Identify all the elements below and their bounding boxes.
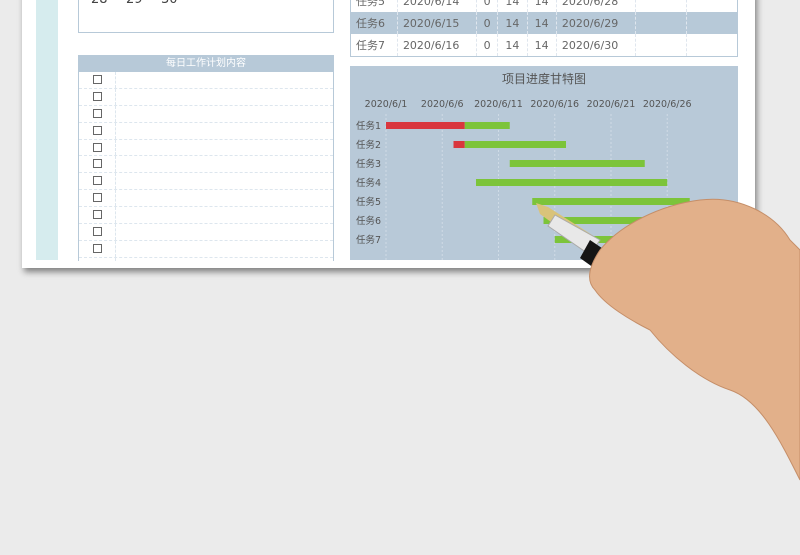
y-category-label: 任务4 <box>356 177 381 189</box>
plan-row <box>79 72 333 89</box>
divider <box>115 207 116 224</box>
x-tick-label: 2020/6/11 <box>474 99 523 110</box>
checkbox[interactable] <box>93 75 102 84</box>
bar-remaining <box>509 160 645 167</box>
divider <box>115 139 116 156</box>
bar-remaining <box>464 141 566 148</box>
hand-icon <box>589 198 800 481</box>
x-tick-label: 2020/6/16 <box>530 99 579 110</box>
calendar-day[interactable]: 29 <box>126 0 143 7</box>
y-category-label: 任务6 <box>356 215 381 227</box>
bar-completed <box>386 122 465 129</box>
checkbox[interactable] <box>93 159 102 169</box>
checkbox[interactable] <box>93 176 102 186</box>
plan-row <box>79 257 333 261</box>
calendar-day[interactable]: 30 <box>161 0 178 7</box>
table-cell[interactable]: 14 <box>497 0 528 12</box>
y-category-label: 任务3 <box>356 158 381 170</box>
table-cell[interactable]: 14 <box>497 12 528 34</box>
calendar-panel: 28 29 30 <box>78 0 334 33</box>
checkbox[interactable] <box>93 125 102 135</box>
table-cell[interactable]: 任务7 <box>350 34 398 57</box>
table-cell[interactable]: 0 <box>476 34 499 57</box>
table-cell[interactable]: 任务6 <box>350 12 398 34</box>
plan-row <box>79 122 333 140</box>
plan-row <box>79 224 333 241</box>
bar-remaining <box>476 179 668 186</box>
bar-completed <box>453 141 465 148</box>
divider <box>115 224 116 240</box>
plan-row <box>79 207 333 225</box>
bar-remaining <box>543 217 701 224</box>
side-strip <box>36 0 58 260</box>
x-tick-label: 2020/6/21 <box>587 99 636 110</box>
table-cell[interactable]: 2020/6/14 <box>397 0 478 12</box>
divider <box>115 190 116 207</box>
y-category-label: 任务5 <box>356 196 381 208</box>
table-cell[interactable]: 14 <box>527 0 557 12</box>
divider <box>115 257 116 261</box>
table-cell[interactable]: 任务5 <box>350 0 398 12</box>
table-cell[interactable]: 14 <box>527 34 557 57</box>
table-cell[interactable]: 0 <box>476 0 499 12</box>
plan-row <box>79 156 333 174</box>
plan-row <box>79 88 333 106</box>
checkbox[interactable] <box>93 227 102 237</box>
plan-row <box>79 105 333 123</box>
plan-row <box>79 190 333 208</box>
y-category-label: 任务1 <box>356 120 381 132</box>
table-row: 任务6 2020/6/15 0 14 14 2020/6/29 <box>350 12 738 34</box>
daily-plan-panel: 每日工作计划内容 <box>78 55 334 261</box>
table-row: 任务7 2020/6/16 0 14 14 2020/6/30 <box>350 34 738 57</box>
table-cell[interactable]: 14 <box>527 12 557 34</box>
checkbox[interactable] <box>93 91 102 101</box>
table-cell[interactable]: 2020/6/30 <box>556 34 637 57</box>
divider <box>115 88 116 105</box>
chart-title: 项目进度甘特图 <box>501 72 586 86</box>
x-tick-label: 2020/6/1 <box>365 99 408 110</box>
y-category-label: 任务2 <box>356 139 381 151</box>
checkbox[interactable] <box>93 108 102 118</box>
divider <box>115 72 116 88</box>
table-cell[interactable]: 14 <box>497 34 528 57</box>
bar-remaining <box>532 198 690 205</box>
divider <box>115 240 116 257</box>
divider <box>115 173 116 190</box>
plan-row <box>79 173 333 191</box>
task-table: 任务5 2020/6/14 0 14 14 2020/6/28 任务6 2020/6/15 0 1… <box>350 0 738 57</box>
calendar-day[interactable]: 28 <box>91 0 108 7</box>
divider <box>115 122 116 139</box>
table-row: 任务5 2020/6/14 0 14 14 2020/6/28 <box>350 0 738 12</box>
table-cell[interactable]: 2020/6/16 <box>397 34 478 57</box>
table-cell[interactable]: 0 <box>476 12 499 34</box>
x-tick-label: 2020/6/26 <box>643 99 692 110</box>
table-cell[interactable]: 2020/6/15 <box>397 12 478 34</box>
table-cell[interactable]: 2020/6/29 <box>556 12 637 34</box>
checkbox[interactable] <box>93 142 102 152</box>
plan-row <box>79 139 333 157</box>
table-cell[interactable]: 2020/6/28 <box>556 0 637 12</box>
x-tick-label: 2020/6/6 <box>421 99 464 110</box>
plan-row <box>79 240 333 258</box>
checkbox[interactable] <box>93 210 102 220</box>
divider <box>115 156 116 173</box>
checkbox[interactable] <box>93 243 102 253</box>
y-category-label: 任务7 <box>356 234 381 246</box>
divider <box>115 105 116 122</box>
checkbox[interactable] <box>93 193 102 203</box>
daily-plan-title: 每日工作计划内容 <box>79 56 333 72</box>
bar-remaining <box>464 122 510 129</box>
